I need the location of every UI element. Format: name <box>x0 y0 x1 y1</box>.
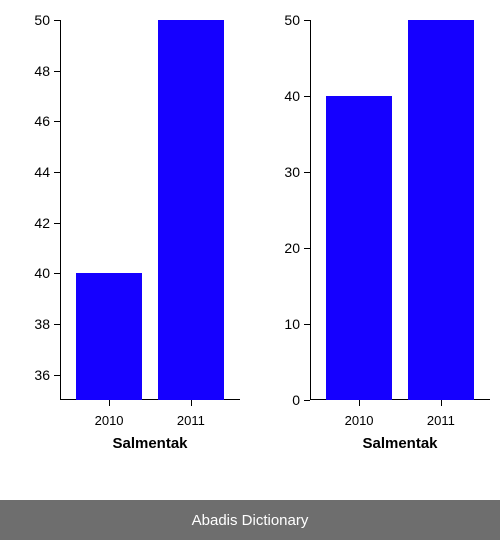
xtick-label: 2010 <box>95 413 124 428</box>
ytick-label: 36 <box>10 367 50 383</box>
xtick-label: 2011 <box>177 413 205 428</box>
left-chart-panel: Salmentak 20102011 3638404244464850 <box>10 20 240 460</box>
ytick-label: 44 <box>10 164 50 180</box>
ytick-mark <box>304 96 310 97</box>
ytick-label: 46 <box>10 113 50 129</box>
ytick-label: 0 <box>260 392 300 408</box>
xtick-mark <box>109 400 110 406</box>
xtick-mark <box>191 400 192 406</box>
bar <box>326 96 391 400</box>
ytick-label: 38 <box>10 316 50 332</box>
ytick-label: 40 <box>260 88 300 104</box>
x-label: Salmentak <box>362 435 437 452</box>
ytick-label: 42 <box>10 215 50 231</box>
footer-bar: Abadis Dictionary <box>0 500 500 540</box>
ytick-mark <box>54 121 60 122</box>
bar <box>408 20 473 400</box>
ytick-label: 10 <box>260 316 300 332</box>
ytick-mark <box>54 223 60 224</box>
bar <box>158 20 223 400</box>
y-axis <box>60 20 61 400</box>
ytick-mark <box>54 324 60 325</box>
ytick-mark <box>54 273 60 274</box>
ytick-mark <box>304 400 310 401</box>
ytick-mark <box>304 20 310 21</box>
chart-area: Salmentak 20102011 3638404244464850 Salm… <box>0 0 500 500</box>
ytick-label: 50 <box>10 12 50 28</box>
ytick-label: 50 <box>260 12 300 28</box>
ytick-mark <box>304 172 310 173</box>
xtick-label: 2011 <box>427 413 455 428</box>
ytick-mark <box>54 71 60 72</box>
x-label: Salmentak <box>112 435 187 452</box>
ytick-mark <box>304 324 310 325</box>
ytick-label: 48 <box>10 63 50 79</box>
ytick-label: 30 <box>260 164 300 180</box>
xtick-mark <box>441 400 442 406</box>
ytick-label: 20 <box>260 240 300 256</box>
y-axis <box>310 20 311 400</box>
ytick-mark <box>304 248 310 249</box>
xtick-label: 2010 <box>345 413 374 428</box>
right-plot: Salmentak 20102011 <box>310 20 490 400</box>
ytick-mark <box>54 375 60 376</box>
ytick-mark <box>54 20 60 21</box>
right-chart-panel: Salmentak 20102011 01020304050 <box>260 20 490 460</box>
left-plot: Salmentak 20102011 <box>60 20 240 400</box>
xtick-mark <box>359 400 360 406</box>
ytick-mark <box>54 172 60 173</box>
footer-text: Abadis Dictionary <box>192 512 309 529</box>
ytick-label: 40 <box>10 265 50 281</box>
bar <box>76 273 141 400</box>
